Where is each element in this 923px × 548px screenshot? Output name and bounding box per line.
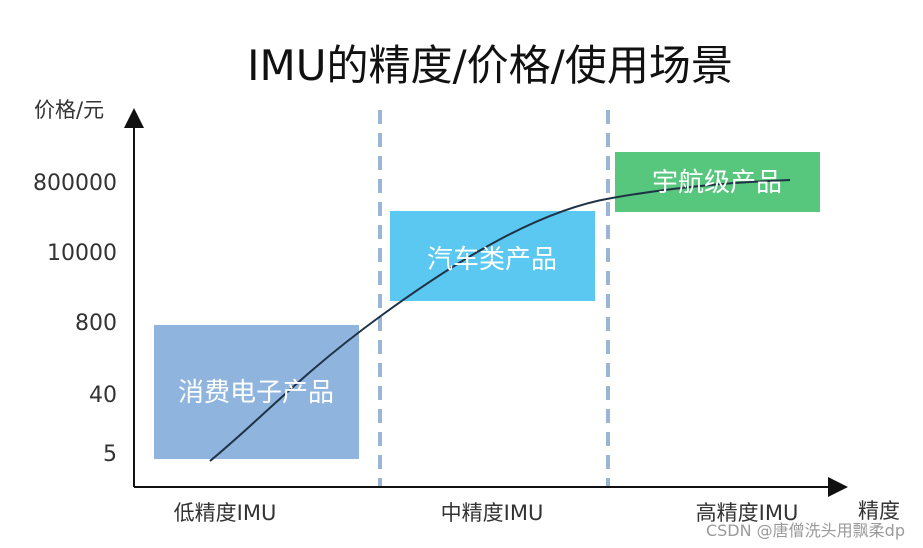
region-label-consumer: 消费电子产品: [178, 378, 334, 408]
region-box-aerospace: [615, 152, 820, 212]
watermark-text: CSDN @唐僧洗头用飘柔dp: [706, 521, 905, 540]
x-category-label: 高精度IMU: [696, 501, 799, 525]
region-box-consumer: [154, 325, 359, 459]
y-axis-label: 价格/元: [34, 98, 104, 122]
y-tick-label: 40: [89, 383, 117, 408]
region-label-aerospace: 宇航级产品: [652, 168, 782, 198]
y-tick-label: 800000: [33, 171, 117, 196]
precision-price-curve: [209, 179, 791, 462]
y-tick-label: 5: [103, 442, 117, 467]
region-label-automotive: 汽车类产品: [427, 245, 557, 275]
y-tick-label: 10000: [47, 241, 117, 266]
x-axis-label: 精度: [858, 499, 900, 523]
diagram-title: IMU的精度/价格/使用场景: [247, 41, 733, 90]
x-category-label: 中精度IMU: [441, 501, 544, 525]
x-category-label: 低精度IMU: [174, 501, 277, 525]
y-tick-label: 800: [75, 311, 117, 336]
